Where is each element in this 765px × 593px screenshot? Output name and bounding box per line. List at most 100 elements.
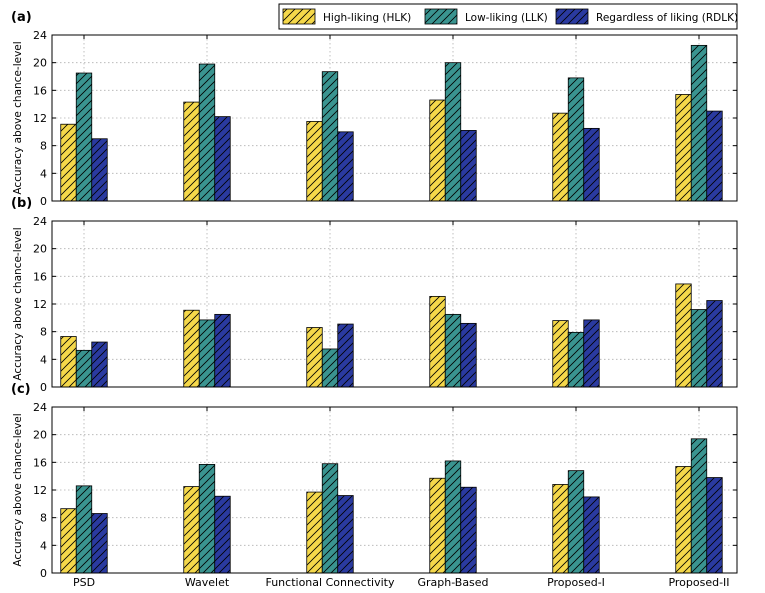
bar-functional-connectivity-series-3: [337, 495, 354, 574]
bar-wavelet-series-1: [183, 486, 200, 574]
y-axis-label: Accuracy above chance-level: [12, 227, 24, 380]
bar-proposed-i-series-3: [583, 319, 600, 388]
x-tick-label: PSD: [73, 576, 95, 589]
y-tick-label: 16: [33, 456, 47, 469]
bar-proposed-ii-series-2: [690, 438, 708, 574]
bar-graph-based-series-3: [460, 322, 477, 388]
y-tick-label: 12: [33, 298, 47, 311]
bar-psd-series-1: [60, 508, 77, 574]
legend-label: Low-liking (LLK): [465, 12, 548, 24]
y-tick-label: 4: [40, 539, 47, 552]
bar-functional-connectivity-series-3: [337, 323, 354, 388]
bar-functional-connectivity-series-2: [321, 348, 339, 388]
bar-proposed-ii-series-2: [690, 309, 708, 388]
panel-c: 0 4 8 12 16 20 24(c) Accuracy above chance-leve…: [11, 382, 738, 580]
bar-functional-connectivity-series-1: [306, 327, 323, 388]
x-tick-label: Wavelet: [185, 576, 230, 589]
bar-functional-connectivity-series-3: [337, 131, 354, 202]
bar-wavelet-series-3: [214, 495, 231, 574]
bar-graph-based-series-1: [429, 295, 446, 388]
bar-proposed-ii-series-3: [706, 110, 723, 202]
bar-functional-connectivity-series-1: [306, 491, 323, 574]
bar-psd-series-3: [91, 138, 108, 202]
y-axis-label: Accuracy above chance-level: [12, 41, 24, 194]
bar-wavelet-series-2: [198, 63, 216, 202]
bar-proposed-i-series-2: [567, 77, 585, 202]
legend-swatch: [424, 8, 458, 25]
legend-swatch: [282, 8, 316, 25]
y-tick-label: 0: [40, 195, 47, 208]
panel-b: 0 4 8 12 16 20 24(b) Accuracy above chance-leve…: [11, 196, 738, 394]
bar-proposed-i-series-1: [552, 320, 569, 388]
bar-proposed-ii-series-3: [706, 477, 723, 574]
y-tick-label: 8: [40, 140, 47, 153]
y-tick-label: 0: [40, 381, 47, 394]
y-tick-label: 4: [40, 353, 47, 366]
y-tick-label: 20: [33, 243, 47, 256]
bar-psd-series-3: [91, 513, 108, 574]
bar-graph-based-series-2: [444, 460, 462, 574]
legend-label: High-liking (HLK): [323, 12, 411, 24]
bar-functional-connectivity-series-2: [321, 71, 339, 202]
y-axis-label: Accuracy above chance-level: [12, 413, 24, 566]
legend-swatch: [555, 8, 589, 25]
legend-box: [278, 3, 738, 30]
bar-psd-series-2: [75, 72, 93, 202]
y-tick-label: 16: [33, 270, 47, 283]
axes-frame: [51, 34, 738, 202]
bar-psd-series-2: [75, 485, 93, 574]
bar-wavelet-series-2: [198, 464, 216, 574]
bar-graph-based-series-3: [460, 486, 477, 574]
bar-functional-connectivity-series-2: [321, 463, 339, 574]
bar-wavelet-series-2: [198, 319, 216, 388]
bar-proposed-ii-series-2: [690, 44, 708, 202]
x-tick-label: Graph-Based: [417, 576, 488, 589]
bar-wavelet-series-1: [183, 309, 200, 388]
y-tick-label: 20: [33, 429, 47, 442]
y-tick-label: 24: [33, 401, 47, 414]
bar-proposed-ii-series-3: [706, 300, 723, 388]
bar-wavelet-series-3: [214, 313, 231, 388]
bar-wavelet-series-1: [183, 101, 200, 202]
axes-frame: [51, 220, 738, 388]
x-tick-label: Proposed-II: [668, 576, 729, 589]
y-tick-label: 16: [33, 84, 47, 97]
y-tick-label: 4: [40, 167, 47, 180]
bar-proposed-i-series-2: [567, 470, 585, 574]
y-tick-label: 12: [33, 484, 47, 497]
bar-graph-based-series-2: [444, 62, 462, 202]
bar-graph-based-series-1: [429, 477, 446, 574]
bar-proposed-i-series-1: [552, 484, 569, 574]
bar-psd-series-3: [91, 341, 108, 388]
y-tick-label: 20: [33, 57, 47, 70]
bar-psd-series-2: [75, 349, 93, 388]
y-tick-label: 12: [33, 112, 47, 125]
legend-label: Regardless of liking (RDLK): [596, 12, 738, 24]
bar-psd-series-1: [60, 336, 77, 388]
axes-frame: [51, 406, 738, 574]
y-tick-label: 8: [40, 512, 47, 525]
legend: High-liking (HLK) Low-liking (LLK) Regardl…: [278, 3, 738, 30]
bar-proposed-i-series-1: [552, 112, 569, 202]
y-tick-label: 24: [33, 215, 47, 228]
bar-graph-based-series-1: [429, 99, 446, 202]
bar-graph-based-series-2: [444, 313, 462, 388]
y-tick-label: 24: [33, 29, 47, 42]
panel-label: (b): [11, 196, 32, 211]
x-tick-label: Functional Connectivity: [265, 576, 394, 589]
bar-proposed-i-series-3: [583, 496, 600, 574]
y-tick-label: 8: [40, 326, 47, 339]
bar-proposed-ii-series-1: [675, 283, 692, 388]
panel-label: (c): [11, 382, 31, 397]
bar-proposed-i-series-2: [567, 331, 585, 388]
bar-functional-connectivity-series-1: [306, 121, 323, 202]
bar-proposed-ii-series-1: [675, 466, 692, 574]
panel-a: 0 4 8 12 16 20 24(a) Accuracy above chance-leve…: [11, 10, 738, 208]
panel-label: (a): [11, 10, 32, 25]
bar-graph-based-series-3: [460, 130, 477, 202]
y-tick-label: 0: [40, 567, 47, 580]
x-tick-label: Proposed-I: [547, 576, 605, 589]
bar-proposed-i-series-3: [583, 127, 600, 202]
bar-psd-series-1: [60, 123, 77, 202]
